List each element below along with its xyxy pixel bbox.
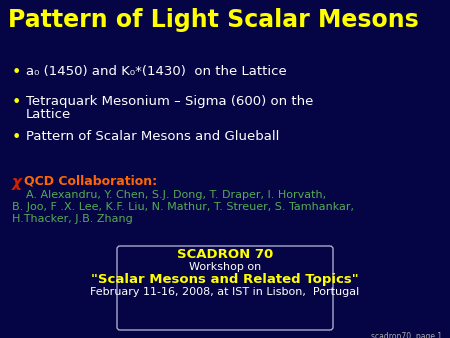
Text: •: • (12, 130, 22, 145)
Text: Lattice: Lattice (26, 108, 71, 121)
Text: "Scalar Mesons and Related Topics": "Scalar Mesons and Related Topics" (91, 273, 359, 286)
Text: •: • (12, 65, 22, 80)
Text: scadron70  page 1: scadron70 page 1 (371, 332, 442, 338)
Text: B. Joo, F .X. Lee, K.F. Liu, N. Mathur, T. Streuer, S. Tamhankar,: B. Joo, F .X. Lee, K.F. Liu, N. Mathur, … (12, 202, 354, 212)
Text: Tetraquark Mesonium – Sigma (600) on the: Tetraquark Mesonium – Sigma (600) on the (26, 95, 313, 108)
Text: February 11-16, 2008, at IST in Lisbon,  Portugal: February 11-16, 2008, at IST in Lisbon, … (90, 287, 360, 297)
Text: A. Alexandru, Y. Chen, S.J. Dong, T. Draper, I. Horvath,: A. Alexandru, Y. Chen, S.J. Dong, T. Dra… (12, 190, 326, 200)
Text: Pattern of Scalar Mesons and Glueball: Pattern of Scalar Mesons and Glueball (26, 130, 279, 143)
Text: SCADRON 70: SCADRON 70 (177, 248, 273, 261)
Text: χ: χ (12, 175, 22, 190)
Text: H.Thacker, J.B. Zhang: H.Thacker, J.B. Zhang (12, 214, 133, 224)
Text: QCD Collaboration:: QCD Collaboration: (24, 175, 157, 188)
Text: Pattern of Light Scalar Mesons: Pattern of Light Scalar Mesons (8, 8, 419, 32)
Text: •: • (12, 95, 22, 110)
Text: Workshop on: Workshop on (189, 262, 261, 272)
Text: a₀ (1450) and K₀*(1430)  on the Lattice: a₀ (1450) and K₀*(1430) on the Lattice (26, 65, 287, 78)
FancyBboxPatch shape (117, 246, 333, 330)
